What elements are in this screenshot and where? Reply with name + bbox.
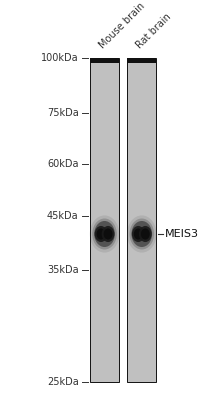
Ellipse shape	[89, 215, 119, 253]
Text: Rat brain: Rat brain	[134, 11, 173, 50]
Text: 100kDa: 100kDa	[41, 53, 78, 63]
Ellipse shape	[140, 228, 149, 240]
Ellipse shape	[138, 226, 151, 242]
Ellipse shape	[131, 221, 151, 247]
Text: 75kDa: 75kDa	[47, 108, 78, 118]
Ellipse shape	[126, 215, 156, 253]
Ellipse shape	[103, 228, 112, 240]
Ellipse shape	[129, 218, 153, 250]
Text: Mouse brain: Mouse brain	[97, 0, 146, 50]
Ellipse shape	[92, 218, 116, 250]
Ellipse shape	[94, 226, 107, 242]
Ellipse shape	[133, 228, 142, 240]
Ellipse shape	[94, 221, 114, 247]
Bar	[127, 58, 156, 63]
Bar	[127, 58, 156, 382]
Bar	[90, 58, 118, 63]
Text: MEIS3: MEIS3	[164, 229, 198, 239]
Text: 25kDa: 25kDa	[47, 377, 78, 387]
Bar	[90, 58, 118, 382]
Text: 60kDa: 60kDa	[47, 159, 78, 169]
Text: 45kDa: 45kDa	[47, 211, 78, 222]
Ellipse shape	[101, 226, 114, 242]
Ellipse shape	[96, 228, 105, 240]
Text: 35kDa: 35kDa	[47, 265, 78, 275]
Ellipse shape	[131, 226, 144, 242]
